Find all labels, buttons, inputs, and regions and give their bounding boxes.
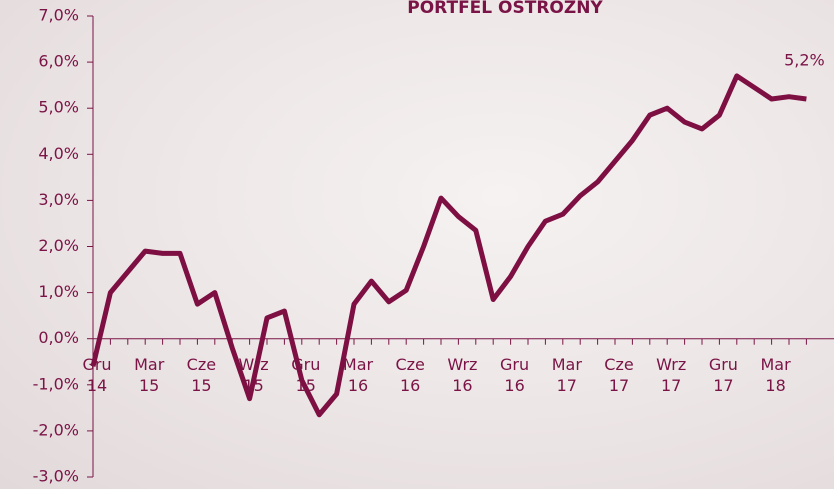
x-tick-label: Gru 15	[291, 354, 321, 395]
x-tick-label: Wrz 17	[656, 354, 687, 395]
y-tick-label: 7,0%	[38, 6, 79, 25]
x-tick-label: Mar 18	[760, 354, 791, 395]
line	[90, 73, 807, 418]
y-tick-label: -2,0%	[33, 420, 79, 439]
y-tick-label: 5,0%	[38, 98, 79, 117]
x-tick-label: Gru 16	[500, 354, 530, 395]
y-tick-label: -1,0%	[33, 374, 79, 393]
x-tick-label: Wrz 16	[447, 354, 478, 395]
y-tick-label: 2,0%	[38, 236, 79, 255]
x-tick-label: Cze 15	[186, 354, 217, 395]
y-tick-label: 6,0%	[38, 52, 79, 71]
x-tick-label: Gru 17	[708, 354, 738, 395]
value-label: 5,2%	[784, 50, 825, 69]
y-tick-label: 4,0%	[38, 144, 79, 163]
y-tick-label: -3,0%	[33, 467, 79, 486]
x-tick-label: Gru 14	[82, 354, 112, 395]
x-tick-label: Cze 17	[604, 354, 634, 395]
x-tick-label: Wrz 15	[238, 354, 269, 395]
x-tick-label: Mar 16	[342, 354, 374, 395]
x-tick-label: Mar 17	[551, 354, 582, 395]
y-tick-label: 3,0%	[38, 190, 79, 209]
y-tick-label: 1,0%	[38, 282, 79, 301]
chart-title: PORTFEL OSTROŻNY	[407, 0, 603, 18]
x-tick-label: Mar 15	[134, 354, 165, 395]
y-tick-label: 0,0%	[38, 328, 79, 347]
x-tick-label: Cze 16	[395, 354, 425, 395]
